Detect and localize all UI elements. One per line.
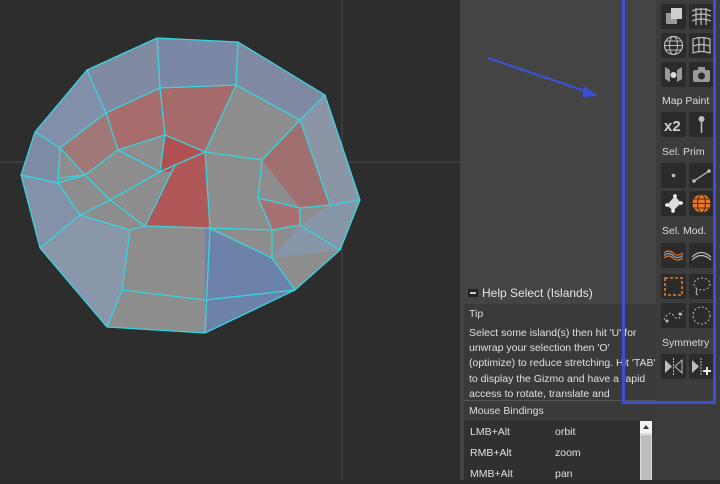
compressed-face — [205, 228, 295, 333]
compressed-face — [21, 132, 60, 183]
circle-select-button[interactable] — [689, 303, 714, 328]
help-header[interactable]: Help Select (Islands) — [464, 282, 656, 304]
edge-select-button[interactable] — [689, 163, 714, 188]
divider — [464, 400, 656, 401]
stretched-face — [160, 85, 236, 152]
sel-mod-label: Sel. Mod. — [662, 225, 707, 237]
binding-action: zoom — [555, 447, 581, 459]
mouse-bindings-list[interactable]: LMB+Alt orbit RMB+Alt zoom MMB+Alt pan — [464, 421, 640, 480]
x2-button[interactable]: x2 — [661, 112, 686, 137]
binding-action: pan — [555, 468, 573, 480]
brush-select-icon — [663, 310, 684, 323]
sel-prim-label: Sel. Prim — [662, 146, 705, 158]
scroll-thumb[interactable] — [641, 435, 651, 480]
right-toolbar: Map Paint x2 Sel. Prim Sel. Mod. Symmetr… — [656, 0, 720, 480]
stretched-face — [60, 113, 118, 175]
compressed-face — [272, 200, 360, 258]
edge-icon — [692, 169, 711, 183]
wave-grid-icon — [691, 8, 712, 25]
compressed-face — [236, 42, 325, 120]
binding-action: orbit — [555, 426, 576, 438]
stretch-mode-button[interactable] — [661, 243, 686, 268]
plane-grid-button[interactable] — [689, 33, 714, 58]
pin-button[interactable] — [689, 112, 714, 137]
face-select-button[interactable] — [661, 191, 686, 216]
sphere-button[interactable] — [661, 33, 686, 58]
circle-select-icon — [692, 306, 711, 325]
arc-icon — [691, 251, 712, 261]
collapse-icon[interactable] — [468, 289, 478, 297]
scroll-up-icon[interactable] — [640, 421, 652, 433]
face-icon — [665, 194, 683, 213]
compressed-face — [35, 70, 106, 148]
compressed-face — [300, 95, 360, 205]
mirror-icon — [665, 358, 683, 375]
vertex-icon — [671, 173, 676, 178]
sphere-grid-icon — [663, 35, 684, 56]
compressed-face — [157, 38, 238, 88]
symmetry-button[interactable] — [661, 354, 686, 379]
symmetry-add-button[interactable] — [689, 354, 714, 379]
mouse-bindings-label: Mouse Bindings — [469, 405, 544, 417]
tip-text: Select some island(s) then hit 'U' for u… — [469, 327, 656, 400]
binding-key: LMB+Alt — [470, 426, 510, 438]
island-sphere-icon — [692, 193, 711, 214]
unfold-button[interactable] — [661, 62, 686, 87]
binding-row: MMB+Alt pan — [464, 463, 640, 484]
squares-icon — [666, 8, 682, 24]
vertex-select-button[interactable] — [661, 163, 686, 188]
compressed-face — [40, 215, 130, 327]
unfold-icon — [665, 67, 682, 82]
paint-select-button[interactable] — [661, 303, 686, 328]
uv-viewport[interactable] — [0, 0, 460, 480]
island-edges — [20, 37, 361, 334]
camera-button[interactable] — [689, 62, 714, 87]
binding-key: MMB+Alt — [470, 468, 513, 480]
compressed-face — [87, 38, 160, 113]
uv-island[interactable] — [20, 37, 361, 334]
box-select-icon — [664, 277, 683, 296]
stretched-face — [106, 88, 165, 150]
help-title: Help Select (Islands) — [482, 286, 593, 300]
stretched-face — [262, 120, 330, 208]
map-paint-label: Map Paint — [662, 95, 710, 107]
lasso-icon — [693, 277, 711, 296]
flat-mode-button[interactable] — [689, 243, 714, 268]
svg-text:x2: x2 — [664, 118, 681, 135]
pin-icon — [698, 116, 705, 133]
help-panel: Help Select (Islands) Tip Select some is… — [464, 282, 656, 480]
binding-row: RMB+Alt zoom — [464, 442, 640, 463]
mirror-plus-icon — [692, 358, 711, 375]
grid-icon — [692, 36, 711, 54]
x2-icon: x2 — [664, 118, 681, 135]
box-select-button[interactable] — [661, 274, 686, 299]
tip-label: Tip — [469, 308, 484, 320]
binding-key: RMB+Alt — [470, 447, 512, 459]
symmetry-label: Symmetry — [662, 337, 710, 349]
lasso-select-button[interactable] — [689, 274, 714, 299]
stretched-face — [145, 152, 210, 228]
wave-icon — [663, 250, 684, 261]
select-faces-button[interactable] — [661, 4, 686, 29]
camera-icon — [693, 67, 710, 82]
island-select-button[interactable] — [689, 191, 714, 216]
checker-map-button[interactable] — [689, 4, 714, 29]
binding-row: LMB+Alt orbit — [464, 421, 640, 442]
scrollbar[interactable] — [640, 421, 652, 480]
uv-mesh-canvas[interactable] — [0, 0, 460, 480]
